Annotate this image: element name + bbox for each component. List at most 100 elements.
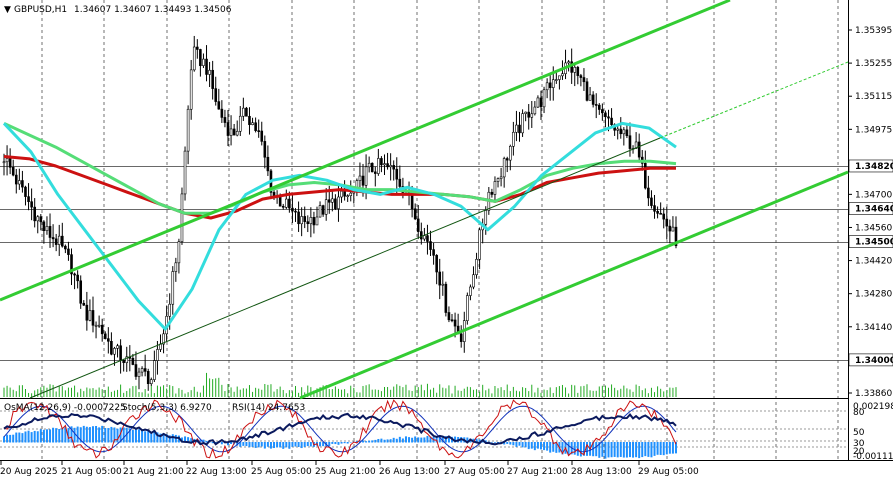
candle-body [242, 107, 245, 117]
osma-bar [613, 442, 616, 457]
osma-bar [291, 442, 294, 447]
candle-body [91, 310, 95, 326]
candle-body [671, 226, 675, 232]
osma-bar [653, 442, 656, 456]
osma-bar [380, 438, 383, 443]
price-tick-label: 1.35395 [855, 26, 892, 36]
osma-bar [147, 430, 150, 443]
osma-bar [199, 439, 202, 443]
osma-bar [374, 439, 377, 443]
osma-bar [52, 427, 55, 443]
grid-lines [0, 0, 893, 461]
candle-body [512, 131, 515, 147]
osma-bar [616, 442, 619, 458]
channel-lower-line [299, 170, 849, 400]
osma-bar [493, 442, 496, 443]
osma-label: OsMA(12,26,9) -0.0007225 [4, 403, 126, 413]
osma-bar [635, 442, 638, 458]
osma-bar [368, 440, 371, 443]
osma-bar [659, 442, 662, 455]
candle-body [51, 237, 55, 240]
candle-body [558, 75, 561, 80]
candle-body [300, 216, 303, 225]
candle-body [340, 190, 343, 198]
candle-body [42, 221, 46, 232]
candle-body [484, 210, 488, 225]
candle-body [380, 158, 383, 166]
candle-body [266, 156, 270, 172]
osma-bar [263, 442, 266, 449]
price-tick-label: 1.33860 [855, 389, 892, 399]
osma-bar [595, 442, 598, 457]
osma-bar [641, 442, 644, 458]
osma-bar [371, 440, 374, 443]
osma-bar [475, 438, 478, 443]
candle-body [395, 168, 399, 180]
osma-bar [358, 440, 361, 443]
candle-body [435, 255, 438, 273]
osma-bar [144, 431, 147, 443]
candle-body [370, 162, 374, 173]
candle-body [312, 217, 316, 226]
osma-bar [141, 429, 144, 443]
level-label: 1.34820 [855, 162, 893, 172]
osma-bar [546, 442, 549, 451]
osma-bar [386, 439, 389, 443]
candle-body [573, 66, 577, 73]
candle-body [361, 175, 365, 186]
candle-body [423, 235, 426, 240]
price-candles [2, 35, 678, 391]
osma-bar [365, 441, 368, 443]
osma-bar [395, 438, 398, 443]
candle-body [588, 94, 592, 101]
osma-bar [202, 439, 205, 443]
candle-body [226, 122, 230, 136]
candle-body [140, 368, 144, 373]
candle-body [186, 108, 190, 152]
osma-bar [187, 437, 190, 443]
candle-body [349, 192, 353, 196]
candle-body [291, 207, 294, 212]
candle-body [607, 116, 610, 119]
level-label-box [848, 159, 893, 173]
candle-body [232, 128, 236, 136]
candle-body [229, 128, 233, 136]
chart-header: ▼ GBPUSD,H1 1.34607 1.34607 1.34493 1.34… [4, 5, 232, 15]
osma-bar [67, 428, 70, 443]
osma-bar [190, 438, 193, 443]
candle-body [324, 199, 328, 215]
osma-bar [64, 427, 67, 443]
candle-body [450, 319, 454, 322]
candle-body [619, 128, 623, 135]
osma-bar [239, 442, 242, 447]
osma-bar [561, 442, 564, 455]
candle-body [447, 312, 451, 321]
time-label: 28 Aug 13:00 [571, 467, 632, 477]
candle-body [297, 211, 300, 225]
candle-body [39, 216, 43, 223]
osma-bar [426, 435, 429, 443]
osma-bar [343, 442, 346, 444]
osma-bar [454, 436, 457, 443]
osma-bar [73, 427, 76, 443]
osma-bar [150, 431, 153, 443]
chart-ohlc: 1.34607 1.34607 1.34493 1.34506 [74, 5, 232, 15]
candle-body [288, 198, 291, 209]
osma-bar [45, 429, 48, 443]
osma-bar [447, 437, 450, 443]
osma-bar [6, 434, 9, 443]
candle-body [196, 46, 199, 50]
candle-body [628, 135, 632, 149]
osma-bar [392, 437, 395, 443]
candle-body [453, 319, 457, 327]
candle-body [174, 262, 178, 272]
candle-body [24, 186, 27, 197]
candle-body [189, 69, 193, 110]
candle-body [64, 245, 67, 250]
osma-bar [337, 442, 340, 445]
candle-body [8, 158, 12, 168]
candle-body [321, 205, 325, 215]
candle-body [88, 310, 92, 321]
candle-body [110, 340, 113, 355]
osma-bar [242, 442, 245, 446]
